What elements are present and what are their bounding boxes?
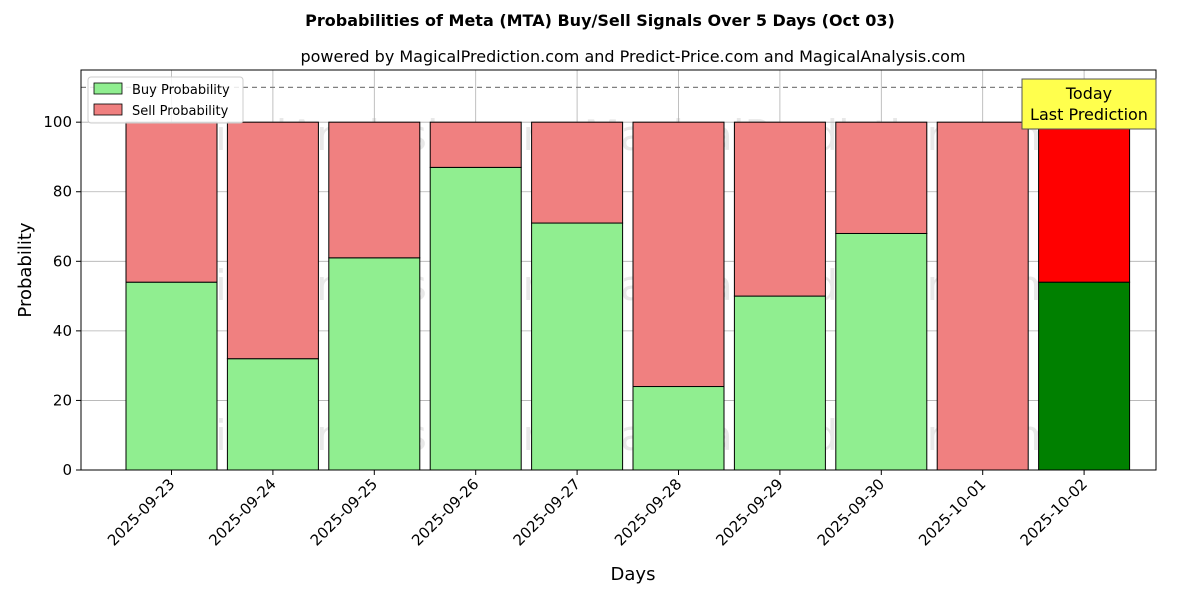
x-tick-label: 2025-09-29 xyxy=(712,475,786,549)
plot-frame xyxy=(80,69,1157,471)
bar-buy xyxy=(531,222,624,471)
x-tick-label: 2025-09-25 xyxy=(307,475,381,549)
bar-buy xyxy=(226,358,319,471)
bar-buy xyxy=(429,166,522,471)
x-tick-label: 2025-09-30 xyxy=(814,475,888,549)
legend: Buy Probability Sell Probability xyxy=(87,76,244,124)
today-annotation: Today Last Prediction xyxy=(1021,78,1157,130)
chart-subtitle: powered by MagicalPrediction.com and Pre… xyxy=(300,47,965,66)
bar-buy xyxy=(733,295,826,471)
y-tick-label: 20 xyxy=(53,391,72,409)
x-tick-label: 2025-10-02 xyxy=(1017,475,1091,549)
bar-buy xyxy=(125,281,218,471)
x-axis-label: Days xyxy=(611,564,656,585)
y-axis: 0 20 40 60 80 100 xyxy=(43,113,81,479)
y-tick-label: 100 xyxy=(43,113,72,131)
x-tick-label: 2025-09-24 xyxy=(205,475,279,549)
bar-sell xyxy=(835,121,928,234)
annotation-box xyxy=(1021,78,1157,130)
bar-sell xyxy=(632,121,725,388)
y-tick-label: 0 xyxy=(62,461,72,479)
bar-buy xyxy=(328,257,421,471)
x-tick-label: 2025-09-27 xyxy=(510,475,584,549)
legend-box xyxy=(87,76,244,124)
bar-sell xyxy=(1038,121,1131,283)
legend-buy-swatch xyxy=(93,82,123,95)
x-tick-label: 2025-09-23 xyxy=(104,475,178,549)
bar-sell xyxy=(125,121,218,283)
bar-sell xyxy=(328,121,421,259)
chart-title: Probabilities of Meta (MTA) Buy/Sell Sig… xyxy=(305,11,895,30)
bar-buy xyxy=(632,386,725,471)
y-axis-label: Probability xyxy=(15,222,36,317)
legend-buy-label: Buy Probability xyxy=(132,83,230,98)
bar-sell xyxy=(733,121,826,297)
x-tick-label: 2025-09-26 xyxy=(408,475,482,549)
bar-buy xyxy=(1038,281,1131,471)
bar-sell xyxy=(936,121,1029,471)
bar-sell xyxy=(226,121,319,360)
bar-buy xyxy=(835,232,928,471)
legend-sell-label: Sell Probability xyxy=(132,104,229,119)
bar-sell xyxy=(429,121,522,168)
y-tick-label: 40 xyxy=(53,322,72,340)
y-tick-label: 80 xyxy=(53,183,72,201)
annotation-line-last-prediction: Last Prediction xyxy=(1030,105,1148,124)
bar-sell xyxy=(531,121,624,224)
legend-sell-swatch xyxy=(93,103,123,116)
bars xyxy=(125,121,1131,471)
annotation-line-today: Today xyxy=(1065,84,1112,103)
x-tick-label: 2025-10-01 xyxy=(915,475,989,549)
x-axis: 2025-09-23 2025-09-24 2025-09-25 2025-09-26… xyxy=(104,470,1091,549)
x-tick-label: 2025-09-28 xyxy=(611,475,685,549)
y-tick-label: 60 xyxy=(53,252,72,270)
